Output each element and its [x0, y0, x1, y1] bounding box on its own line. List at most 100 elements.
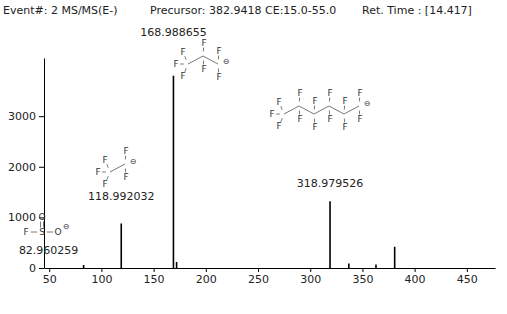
tick-label: 3000 — [8, 110, 36, 123]
atom: O — [54, 227, 61, 237]
atom: F — [327, 88, 332, 98]
tick-mark — [39, 116, 44, 117]
charge: ⊖ — [223, 57, 230, 66]
y-axis: 0 1000 2000 3000 — [8, 59, 45, 276]
tick-label: 400 — [405, 273, 426, 286]
tick-label: 100 — [91, 273, 112, 286]
chart: Event#: 2 MS/MS(E-) Precursor: 382.9418 C… — [0, 0, 507, 314]
tick-mark — [101, 268, 102, 272]
tick-mark — [39, 167, 44, 168]
tick: 300 — [300, 268, 321, 286]
structure: FFFFF⊖ — [95, 146, 136, 189]
peak-label: 318.979526 — [297, 177, 363, 190]
peak — [173, 76, 175, 268]
annotations: 82.960259FSOO⊖118.992032FFFFF⊖168.988655… — [19, 26, 370, 257]
tick-label: 250 — [248, 273, 269, 286]
bond — [344, 106, 359, 114]
tick-mark — [362, 268, 363, 272]
bond — [284, 106, 299, 114]
atom: F — [297, 114, 302, 124]
atom: F — [102, 155, 107, 165]
bond — [276, 114, 280, 115]
tick: 450 — [457, 268, 478, 286]
atom: F — [123, 172, 128, 182]
tick-mark — [258, 268, 259, 272]
atom: F — [357, 114, 362, 124]
peak — [348, 263, 350, 268]
tick-label: 1000 — [8, 211, 36, 224]
atom: F — [180, 47, 185, 57]
atom: F — [180, 71, 185, 81]
atom: F — [312, 96, 317, 106]
tick-label: 50 — [43, 273, 57, 286]
bond — [102, 172, 106, 173]
tick-label: 150 — [144, 273, 165, 286]
bond — [203, 56, 218, 64]
atom: F — [216, 46, 221, 56]
structure: FFFFFFFFFFFFF⊖ — [269, 88, 370, 132]
tick-label: 2000 — [8, 161, 36, 174]
atom: F — [123, 146, 128, 156]
atom: F — [276, 121, 281, 131]
tick-mark — [467, 268, 468, 272]
bond — [299, 106, 314, 114]
charge: ⊖ — [364, 99, 371, 108]
atom: F — [312, 122, 317, 132]
tick-mark — [154, 268, 155, 272]
peak — [394, 247, 396, 268]
peak-label: 82.960259 — [19, 244, 79, 257]
atom: F — [357, 88, 362, 98]
atom: F — [342, 96, 347, 106]
atom: F — [216, 72, 221, 82]
bond — [314, 106, 329, 114]
atom: F — [95, 167, 100, 177]
atom: F — [276, 97, 281, 107]
atom: F — [201, 64, 206, 74]
atom: F — [201, 38, 206, 48]
tick-label: 350 — [352, 273, 373, 286]
atom: F — [23, 227, 28, 237]
peak — [120, 223, 122, 268]
atom: F — [327, 114, 332, 124]
tick-mark — [206, 268, 207, 272]
atom: F — [342, 122, 347, 132]
tick-label: 200 — [196, 273, 217, 286]
tick: 400 — [405, 268, 426, 286]
tick-mark — [310, 268, 311, 272]
peak — [176, 262, 178, 268]
structure: FSOO⊖ — [23, 212, 69, 237]
title: Event#: 2 MS/MS(E-) — [3, 4, 118, 17]
bond — [180, 64, 184, 65]
tick: 2000 — [8, 161, 44, 174]
peak — [329, 201, 331, 268]
peak — [83, 265, 85, 268]
charge: ⊖ — [130, 157, 137, 166]
charge: ⊖ — [63, 222, 70, 231]
atom: O — [38, 212, 45, 222]
subtitle: Precursor: 382.9418 CE:15.0-55.0 — [150, 4, 336, 17]
bond — [47, 232, 53, 233]
axis-line — [45, 268, 496, 269]
atom: F — [269, 109, 274, 119]
atom: F — [297, 88, 302, 98]
peak-label: 168.988655 — [140, 26, 206, 39]
atom: S — [39, 227, 45, 237]
tick-label: 450 — [457, 273, 478, 286]
tick: 350 — [352, 268, 373, 286]
bond — [188, 56, 203, 64]
tick-mark — [39, 268, 44, 269]
bond — [110, 164, 125, 172]
peak-label: 118.992032 — [88, 190, 154, 203]
tick: 3000 — [8, 110, 44, 123]
tick-label: 300 — [300, 273, 321, 286]
tick: 0 — [29, 262, 44, 275]
tick: 200 — [196, 268, 217, 286]
tick: 150 — [144, 268, 165, 286]
tick: 50 — [43, 268, 57, 286]
tick: 100 — [91, 268, 112, 286]
atom: F — [173, 59, 178, 69]
bond — [329, 106, 344, 114]
subtitle: Ret. Time : [14.417] — [362, 4, 472, 17]
tick-label: 0 — [29, 262, 36, 275]
peaks — [84, 76, 395, 268]
